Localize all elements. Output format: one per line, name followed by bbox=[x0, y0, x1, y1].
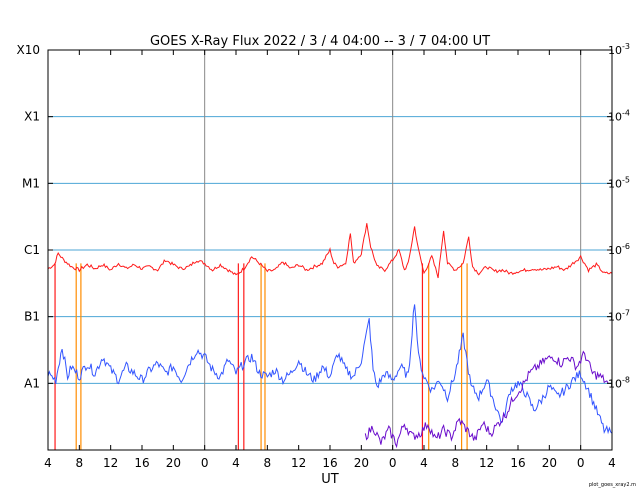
y-class-label: X1 bbox=[24, 110, 40, 124]
y-flux-label-base: 10 bbox=[608, 377, 622, 390]
y-flux-label-exponent: -4 bbox=[622, 109, 630, 118]
y-class-label: X10 bbox=[17, 43, 41, 57]
x-tick-label: 4 bbox=[608, 456, 616, 470]
x-tick-label: 0 bbox=[577, 456, 585, 470]
y-flux-label: 10-8 bbox=[608, 375, 630, 390]
y-class-label: M1 bbox=[22, 176, 40, 190]
y-flux-label-base: 10 bbox=[608, 177, 622, 190]
x-axis-label: UT bbox=[321, 472, 339, 487]
y-class-label: B1 bbox=[24, 310, 40, 324]
x-tick-label: 8 bbox=[452, 456, 460, 470]
x-tick-label: 16 bbox=[134, 456, 149, 470]
y-flux-label: 10-4 bbox=[608, 109, 630, 124]
x-tick-label: 0 bbox=[201, 456, 209, 470]
y-flux-label-exponent: -8 bbox=[622, 375, 630, 384]
x-tick-label: 16 bbox=[322, 456, 337, 470]
x-tick-label: 4 bbox=[44, 456, 52, 470]
y-flux-label-exponent: -7 bbox=[622, 309, 630, 318]
y-flux-label-exponent: -6 bbox=[622, 242, 630, 251]
chart-title: GOES X-Ray Flux 2022 / 3 / 4 04:00 -- 3 … bbox=[150, 34, 490, 49]
y-flux-label: 10-5 bbox=[608, 175, 630, 190]
x-tick-label: 0 bbox=[389, 456, 397, 470]
x-tick-label: 4 bbox=[232, 456, 240, 470]
y-flux-label-exponent: -3 bbox=[622, 42, 630, 51]
x-tick-label: 20 bbox=[166, 456, 181, 470]
x-tick-label: 8 bbox=[264, 456, 272, 470]
y-class-label: C1 bbox=[24, 243, 40, 257]
y-flux-label-base: 10 bbox=[608, 244, 622, 257]
flux-series-line bbox=[364, 350, 609, 449]
y-flux-label-exponent: -5 bbox=[622, 175, 630, 184]
x-tick-label: 12 bbox=[103, 456, 118, 470]
y-flux-label: 10-3 bbox=[608, 42, 630, 57]
x-tick-label: 20 bbox=[354, 456, 369, 470]
x-axis-ticks: 4 8 12 16 20 0 4 8 12 16 20 0 4 8 12 16 20 0 4 bbox=[44, 50, 616, 470]
flux-series-line bbox=[47, 304, 613, 435]
x-tick-label: 12 bbox=[479, 456, 494, 470]
y-flux-label: 10-7 bbox=[608, 309, 630, 324]
x-tick-label: 16 bbox=[510, 456, 525, 470]
y-flux-label-base: 10 bbox=[608, 44, 622, 57]
footer-filename: plot_goes_xray2.m bbox=[589, 482, 636, 488]
x-tick-label: 4 bbox=[420, 456, 428, 470]
y-flux-label-base: 10 bbox=[608, 111, 622, 124]
data-traces bbox=[47, 223, 613, 450]
y-flux-label-base: 10 bbox=[608, 311, 622, 324]
y-flux-label: 10-6 bbox=[608, 242, 630, 257]
x-tick-label: 20 bbox=[542, 456, 557, 470]
x-tick-label: 12 bbox=[291, 456, 306, 470]
flux-series-line bbox=[47, 223, 613, 279]
x-tick-label: 8 bbox=[76, 456, 84, 470]
y-class-label: A1 bbox=[24, 376, 40, 390]
